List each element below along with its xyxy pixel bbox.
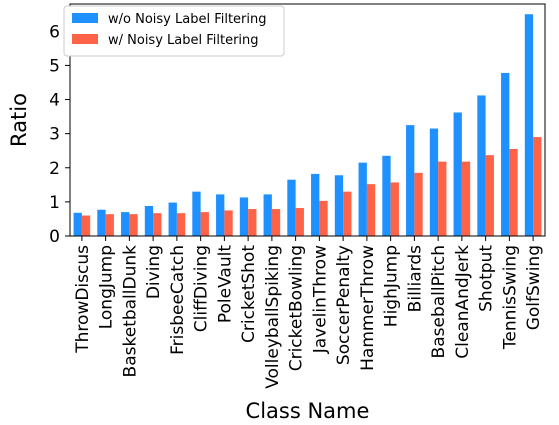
- bar-baseball-pitch-with-filtering: [438, 161, 447, 236]
- bar-soccer-penalty-without-filtering: [334, 175, 344, 236]
- legend-label-without-filtering: w/o Noisy Label Filtering: [108, 12, 267, 27]
- bar-javelin-throw-with-filtering: [319, 200, 328, 236]
- bar-shotput-with-filtering: [485, 155, 494, 236]
- bar-volleyball-spiking-with-filtering: [271, 209, 281, 236]
- x-tick-label-baseball-pitch: BaseballPitch: [429, 245, 449, 358]
- x-tick-label-diving: Diving: [144, 245, 164, 299]
- x-axis-ticks: ThrowDiscus LongJump BasketballDunk Diving F…: [73, 236, 544, 389]
- y-tick-label: 2: [49, 159, 60, 179]
- bar-throw-discus-without-filtering: [73, 212, 82, 236]
- bar-cricket-shot-without-filtering: [239, 197, 249, 236]
- y-tick-label: 6: [49, 22, 60, 42]
- bar-billiards-without-filtering: [406, 125, 415, 236]
- y-tick-label: 0: [49, 227, 60, 247]
- bar-diving-with-filtering: [153, 213, 162, 236]
- bar-cricket-bowling-without-filtering: [287, 179, 296, 236]
- x-tick-label-billiards: Billiards: [405, 245, 425, 312]
- bar-clean-and-jerk-without-filtering: [453, 112, 462, 236]
- x-tick-label-golf-swing: GolfSwing: [524, 245, 544, 330]
- bar-javelin-throw-without-filtering: [311, 173, 320, 236]
- bar-pole-vault-without-filtering: [216, 194, 225, 236]
- bar-baseball-pitch-without-filtering: [429, 128, 439, 236]
- bar-hammer-throw-without-filtering: [358, 162, 367, 236]
- x-tick-label-soccer-penalty: SoccerPenalty: [334, 245, 354, 365]
- x-tick-label-tennis-swing: TennisSwing: [500, 245, 520, 350]
- bar-hammer-throw-with-filtering: [366, 184, 376, 236]
- bar-high-jump-without-filtering: [382, 155, 391, 236]
- y-tick-label: 4: [49, 91, 60, 111]
- x-tick-label-volleyball-spiking: VolleyballSpiking: [263, 245, 283, 389]
- legend-swatch-without-filtering: [72, 13, 98, 23]
- y-tick-label: 3: [49, 125, 60, 145]
- bar-diving-without-filtering: [144, 205, 154, 236]
- bar-clean-and-jerk-with-filtering: [461, 161, 471, 236]
- bar-soccer-penalty-with-filtering: [343, 191, 352, 236]
- bar-tennis-swing-without-filtering: [501, 72, 510, 236]
- bar-high-jump-with-filtering: [390, 182, 399, 236]
- x-tick-label-cricket-shot: CricketShot: [239, 245, 259, 343]
- bar-billiards-with-filtering: [414, 172, 423, 236]
- plot-frame: [69, 3, 546, 237]
- bar-cricket-shot-with-filtering: [248, 209, 257, 236]
- x-tick-label-high-jump: HighJump: [382, 245, 402, 327]
- x-tick-label-frisbee-catch: FrisbeeCatch: [168, 245, 188, 355]
- legend: w/o Noisy Label Filtering w/ Noisy Label…: [63, 5, 285, 57]
- bar-long-jump-without-filtering: [97, 209, 106, 236]
- x-tick-label-long-jump: LongJump: [97, 245, 117, 329]
- x-tick-label-pole-vault: PoleVault: [215, 245, 235, 323]
- bar-cliff-diving-without-filtering: [192, 191, 201, 236]
- legend-label-with-filtering: w/ Noisy Label Filtering: [108, 33, 259, 48]
- bar-golf-swing-with-filtering: [533, 137, 542, 236]
- bars-group: [73, 14, 542, 236]
- y-tick-label: 1: [49, 193, 60, 213]
- bar-long-jump-with-filtering: [105, 214, 114, 236]
- bar-cliff-diving-with-filtering: [200, 212, 209, 236]
- x-tick-label-javelin-throw: JavelinThrow: [310, 245, 330, 354]
- x-tick-label-clean-and-jerk: CleanAndJerk: [453, 245, 473, 359]
- x-tick-label-cricket-bowling: CricketBowling: [287, 245, 307, 371]
- bar-basketball-dunk-without-filtering: [121, 212, 130, 236]
- bar-pole-vault-with-filtering: [224, 210, 233, 236]
- bar-throw-discus-with-filtering: [81, 215, 91, 236]
- y-tick-label: 5: [49, 56, 60, 76]
- bar-cricket-bowling-with-filtering: [295, 208, 304, 236]
- legend-swatch-with-filtering: [72, 34, 98, 44]
- legend-box: [63, 5, 285, 57]
- x-tick-label-basketball-dunk: BasketballDunk: [120, 245, 140, 378]
- bar-shotput-without-filtering: [477, 95, 486, 236]
- x-tick-label-shotput: Shotput: [477, 245, 497, 312]
- bar-golf-swing-without-filtering: [524, 14, 534, 236]
- x-tick-label-throw-discus: ThrowDiscus: [73, 245, 93, 354]
- x-tick-label-hammer-throw: HammerThrow: [358, 245, 378, 371]
- y-axis-title: Ratio: [7, 93, 31, 147]
- bar-basketball-dunk-with-filtering: [129, 214, 138, 236]
- x-tick-label-cliff-diving: CliffDiving: [192, 245, 212, 332]
- bar-volleyball-spiking-without-filtering: [263, 194, 272, 236]
- bar-tennis-swing-with-filtering: [509, 149, 518, 236]
- bar-frisbee-catch-with-filtering: [176, 213, 186, 236]
- x-axis-title: Class Name: [246, 399, 370, 423]
- bar-frisbee-catch-without-filtering: [168, 202, 177, 236]
